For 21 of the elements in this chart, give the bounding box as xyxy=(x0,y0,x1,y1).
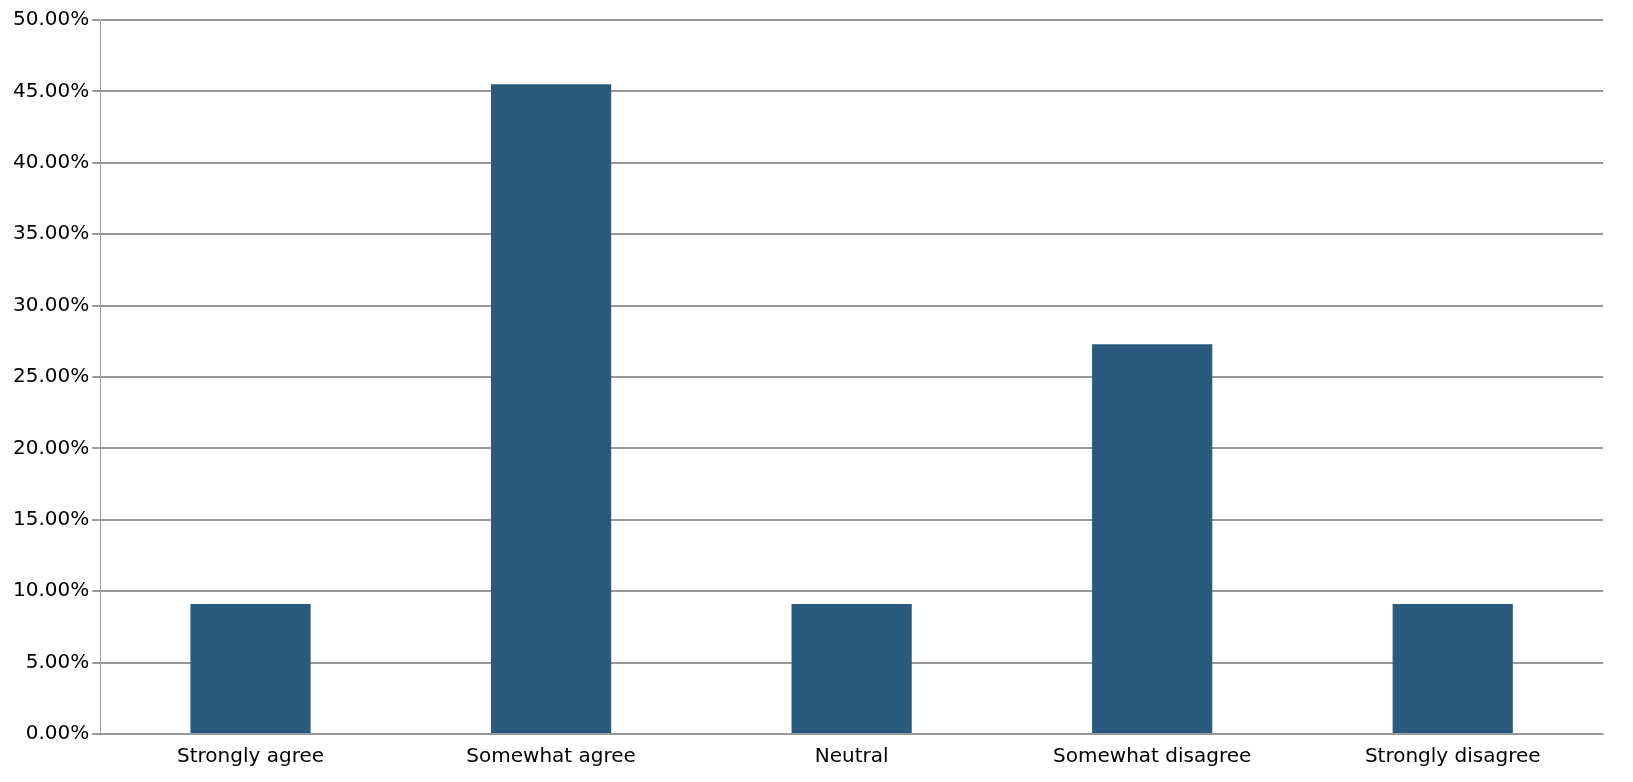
y-tick-label: 15.00% xyxy=(12,506,90,530)
x-tick-label: Neutral xyxy=(814,743,889,768)
y-tick-label: 5.00% xyxy=(25,648,90,673)
y-tick-label: 25.00% xyxy=(12,363,90,388)
y-tick-label: 0.00% xyxy=(25,720,90,745)
bar xyxy=(190,604,311,733)
bar xyxy=(791,604,912,733)
y-tick-label: 50.00% xyxy=(12,6,90,31)
y-tick-label: 20.00% xyxy=(12,434,90,459)
y-tick-label: 10.00% xyxy=(12,577,90,602)
y-tick-label: 40.00% xyxy=(12,149,90,173)
bar xyxy=(1392,604,1513,733)
x-tick-label: Somewhat agree xyxy=(466,743,636,768)
y-tick-label: 45.00% xyxy=(12,77,90,102)
x-tick-label: Strongly agree xyxy=(177,743,325,768)
x-tick-label: Somewhat disagree xyxy=(1053,743,1252,768)
bar xyxy=(1092,344,1213,733)
x-tick-label: Strongly disagree xyxy=(1364,743,1541,768)
bar xyxy=(490,84,612,733)
y-tick-label: 35.00% xyxy=(12,220,90,245)
y-tick-label: 30.00% xyxy=(12,291,90,316)
